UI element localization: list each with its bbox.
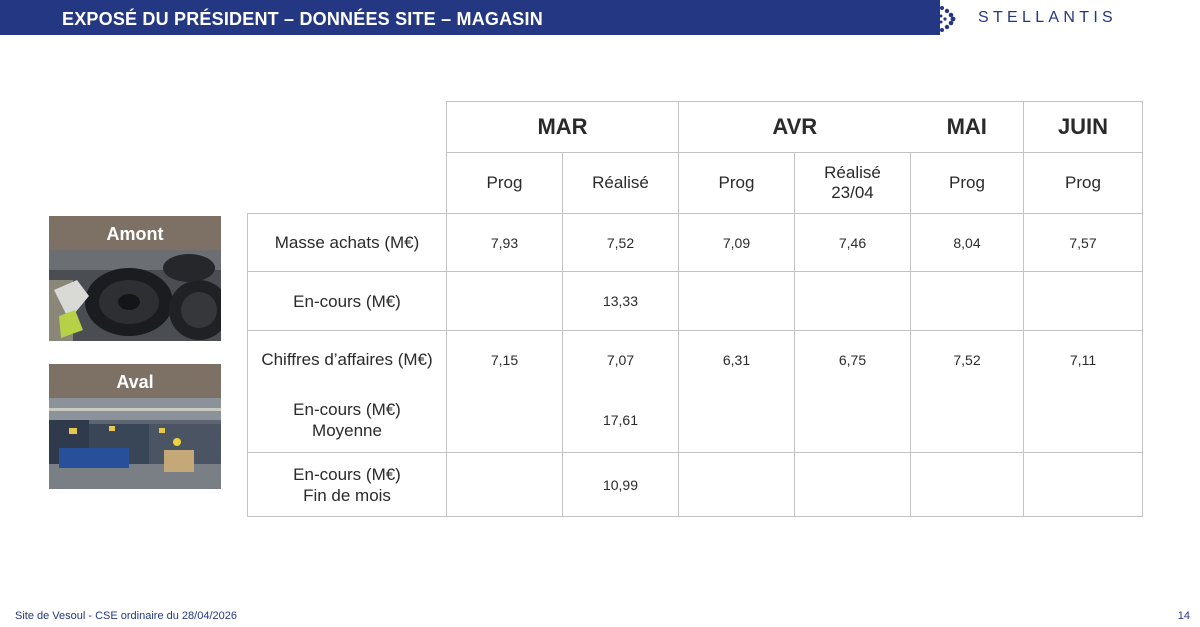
cell: 10,99 — [562, 452, 679, 517]
cell: 7,11 — [1023, 330, 1143, 389]
cell: 7,09 — [678, 213, 795, 272]
table-row: Masse achats (M€) 7,93 7,52 7,09 7,46 8,… — [247, 213, 1143, 272]
cell — [446, 388, 563, 453]
subheader-juin-prog: Prog — [1023, 152, 1143, 214]
row-label-chiffres-affaires: Chiffres d’affaires (M€) — [247, 330, 447, 389]
corner-blank — [248, 102, 447, 153]
cell — [1023, 452, 1143, 517]
cell — [446, 452, 563, 517]
subheader-mai-prog: Prog — [910, 152, 1024, 214]
cell: 17,61 — [562, 388, 679, 453]
stellantis-logo-icon — [939, 6, 956, 32]
cell — [678, 452, 795, 517]
cell: 7,07 — [562, 330, 679, 389]
month-header-mar: MAR — [446, 101, 679, 153]
cell: 7,52 — [910, 330, 1024, 389]
table-row: Chiffres d’affaires (M€) 7,15 7,07 6,31 … — [247, 330, 1143, 389]
cell — [1023, 271, 1143, 331]
amont-label: Amont — [49, 216, 221, 250]
aval-label: Aval — [49, 364, 221, 398]
cell — [446, 271, 563, 331]
cell: 13,33 — [562, 271, 679, 331]
aval-photo-warehouse — [49, 398, 221, 489]
stellantis-logo-text: STELLANTIS — [978, 9, 1118, 26]
subheader-mar-prog: Prog — [446, 152, 563, 214]
cell — [910, 271, 1024, 331]
cell: 7,15 — [446, 330, 563, 389]
cell — [678, 271, 795, 331]
header-bar: EXPOSÉ DU PRÉSIDENT – DONNÉES SITE – MAG… — [0, 0, 940, 35]
footer-site-info: Site de Vesoul - CSE ordinaire du 28/04/… — [15, 610, 237, 622]
row-label-en-cours: En-cours (M€) — [247, 271, 447, 331]
cell — [794, 452, 911, 517]
table-row: En-cours (M€) 13,33 — [247, 271, 1143, 331]
cell — [794, 271, 911, 331]
month-header-juin: JUIN — [1023, 101, 1143, 153]
aval-panel: Aval — [49, 364, 221, 489]
cell — [678, 388, 795, 453]
table-row: En-cours (M€) Moyenne 17,61 — [247, 388, 1143, 453]
cell — [910, 388, 1024, 453]
cell — [794, 388, 911, 453]
amont-photo-wheels — [49, 250, 221, 341]
cell — [1023, 388, 1143, 453]
cell: 7,52 — [562, 213, 679, 272]
cell: 7,93 — [446, 213, 563, 272]
cell: 6,31 — [678, 330, 795, 389]
month-header-mai: MAI — [910, 101, 1024, 153]
cell: 8,04 — [910, 213, 1024, 272]
page-title: EXPOSÉ DU PRÉSIDENT – DONNÉES SITE – MAG… — [62, 9, 543, 29]
table-row: En-cours (M€) Fin de mois 10,99 — [247, 452, 1143, 517]
cell: 7,57 — [1023, 213, 1143, 272]
cell: 7,46 — [794, 213, 911, 272]
row-label-masse-achats: Masse achats (M€) — [247, 213, 447, 272]
cell: 6,75 — [794, 330, 911, 389]
cell — [910, 452, 1024, 517]
subheader-avr-realise: Réalisé 23/04 — [794, 152, 911, 214]
row-label-en-cours-moyenne: En-cours (M€) Moyenne — [247, 388, 447, 453]
subheader-avr-prog: Prog — [678, 152, 795, 214]
month-header-avr: AVR — [678, 101, 911, 153]
subheader-mar-realise: Réalisé — [562, 152, 679, 214]
amont-panel: Amont — [49, 216, 221, 341]
footer-page-number: 14 — [1177, 610, 1190, 622]
store-data-table: MAR AVR MAI JUIN Prog Réalisé Prog Réali… — [247, 101, 1143, 517]
row-label-en-cours-fin-de-mois: En-cours (M€) Fin de mois — [247, 452, 447, 517]
